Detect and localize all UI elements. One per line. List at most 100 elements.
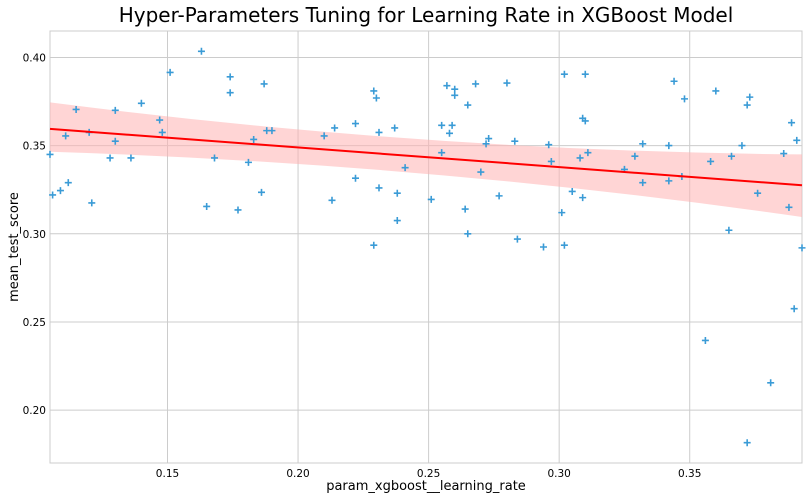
data-point: [461, 205, 469, 213]
data-point: [226, 73, 234, 81]
data-point: [584, 149, 592, 157]
data-point: [64, 179, 72, 187]
data-point: [393, 217, 401, 225]
data-point: [581, 117, 589, 125]
data-point: [320, 132, 328, 140]
data-point: [464, 101, 472, 109]
data-point: [62, 132, 70, 140]
data-point: [451, 91, 459, 99]
data-point: [511, 137, 519, 145]
data-point: [226, 89, 234, 97]
data-point: [746, 93, 754, 101]
data-point: [701, 336, 709, 344]
y-axis-label: mean_test_score: [7, 192, 22, 302]
data-point: [560, 241, 568, 249]
data-point: [639, 179, 647, 187]
data-point: [352, 174, 359, 182]
data-point: [56, 187, 64, 195]
data-point: [639, 140, 647, 148]
data-point: [780, 150, 788, 158]
data-point: [790, 305, 798, 313]
data-point: [111, 106, 119, 114]
data-point: [725, 226, 733, 234]
data-point: [328, 196, 336, 204]
y-tick-label: 0.35: [23, 141, 46, 153]
data-point: [451, 85, 459, 93]
data-point: [785, 203, 793, 211]
data-point: [88, 199, 96, 207]
data-point: [268, 127, 276, 135]
data-point: [211, 154, 218, 162]
data-point: [234, 206, 242, 214]
data-point: [203, 202, 211, 210]
x-tick-label: 0.35: [678, 468, 701, 480]
data-point: [391, 124, 399, 132]
data-point: [728, 152, 735, 160]
data-point: [464, 230, 472, 238]
data-point: [631, 152, 639, 160]
data-point: [738, 142, 746, 150]
data-point: [393, 189, 401, 197]
x-tick-label: 0.25: [417, 468, 440, 480]
confidence-band-layer: [50, 102, 802, 218]
data-point: [244, 158, 252, 166]
data-point: [401, 164, 409, 172]
y-axis-ticks: 0.20 0.25 0.30 0.35 0.40: [23, 52, 46, 417]
data-point: [156, 116, 164, 124]
data-point: [743, 439, 751, 447]
data-point: [707, 157, 715, 165]
data-point: [370, 87, 378, 95]
data-point: [513, 235, 521, 243]
data-point: [485, 135, 493, 143]
data-point: [446, 129, 453, 137]
data-point: [576, 154, 584, 162]
data-point: [197, 47, 205, 55]
data-point: [427, 195, 435, 203]
data-point: [443, 82, 451, 90]
data-point: [331, 124, 339, 132]
data-point: [788, 119, 796, 127]
data-point: [260, 80, 268, 88]
data-point: [754, 189, 762, 197]
data-point: [127, 154, 135, 162]
data-point: [158, 128, 166, 136]
x-axis-ticks: 0.15 0.20 0.25 0.30 0.35: [156, 468, 702, 480]
data-point: [352, 120, 359, 128]
y-tick-label: 0.40: [23, 52, 46, 64]
data-point: [477, 168, 485, 176]
data-point: [665, 142, 673, 150]
data-point: [540, 243, 547, 251]
y-tick-label: 0.25: [23, 317, 46, 329]
data-point: [495, 192, 503, 200]
data-point: [503, 79, 511, 87]
data-point: [581, 70, 589, 78]
data-point: [250, 135, 258, 143]
data-point: [681, 95, 688, 103]
data-point: [545, 141, 553, 149]
data-point: [670, 77, 678, 85]
regression-line: [49, 127, 803, 187]
data-point: [482, 140, 490, 148]
data-point: [793, 136, 801, 144]
data-point: [665, 177, 673, 185]
data-point: [558, 209, 566, 217]
data-point: [767, 379, 775, 387]
data-point: [49, 191, 57, 199]
data-point: [712, 87, 720, 95]
data-point: [579, 194, 587, 202]
data-point: [448, 121, 456, 129]
data-point: [106, 154, 114, 162]
data-point: [370, 241, 378, 249]
chart-title: Hyper-Parameters Tuning for Learning Rat…: [119, 3, 734, 27]
data-point: [258, 188, 265, 196]
plot-area: [49, 30, 803, 464]
regression-line-layer: [49, 127, 803, 187]
x-tick-label: 0.30: [547, 468, 570, 480]
data-point: [372, 94, 380, 102]
data-point: [547, 157, 555, 165]
data-point: [568, 187, 576, 195]
data-point: [560, 70, 568, 78]
x-tick-label: 0.20: [286, 468, 309, 480]
data-point: [166, 68, 174, 76]
